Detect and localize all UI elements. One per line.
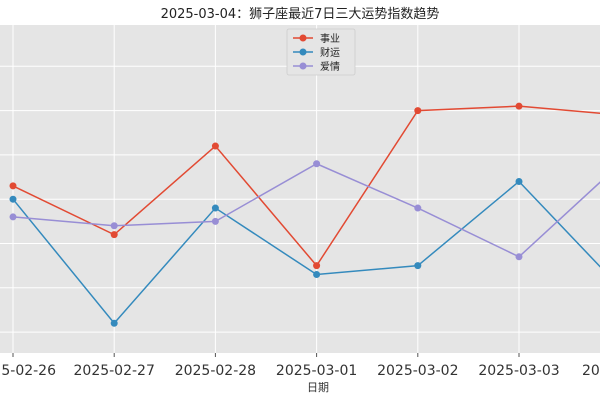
x-tick-label: 2025-02-27	[74, 363, 155, 379]
data-point	[110, 231, 118, 239]
data-point	[110, 222, 118, 230]
plot-background	[0, 25, 600, 353]
x-axis-label: 日期	[307, 381, 329, 394]
x-tick-label: 25-02-26	[0, 363, 56, 379]
chart-title: 2025-03-04：狮子座最近7日三大运势指数趋势	[161, 6, 440, 22]
legend-entry-label: 事业	[320, 32, 340, 45]
data-point	[211, 142, 219, 150]
x-tick-label: 2025-03-02	[377, 363, 458, 379]
legend-entry-label: 财运	[320, 46, 340, 59]
x-tick-label: 2025-03-03	[478, 363, 559, 379]
data-point	[414, 107, 422, 115]
data-point	[515, 102, 523, 110]
series-layer	[9, 102, 600, 327]
x-tick-label: 202	[582, 363, 600, 379]
legend-entry-label: 爱情	[320, 60, 340, 73]
x-tick-labels: 25-02-26 2025-02-27 2025-02-28 2025-03-01 20…	[0, 353, 600, 379]
data-point	[414, 204, 422, 212]
grid-lines	[0, 25, 600, 353]
data-point	[9, 213, 17, 221]
data-point	[110, 319, 118, 327]
data-point	[313, 160, 321, 168]
data-point	[414, 262, 422, 270]
legend-swatch-marker	[299, 48, 307, 56]
data-point	[9, 182, 17, 190]
x-tick-label: 2025-02-28	[175, 363, 256, 379]
data-point	[515, 253, 523, 261]
data-point	[313, 262, 321, 270]
data-point	[9, 195, 17, 203]
legend-swatch-marker	[299, 62, 307, 70]
data-point	[211, 204, 219, 212]
data-point	[313, 271, 321, 279]
legend-swatch-marker	[299, 34, 307, 42]
data-point	[211, 217, 219, 225]
data-point	[515, 177, 523, 185]
x-tick-label: 2025-03-01	[276, 363, 357, 379]
